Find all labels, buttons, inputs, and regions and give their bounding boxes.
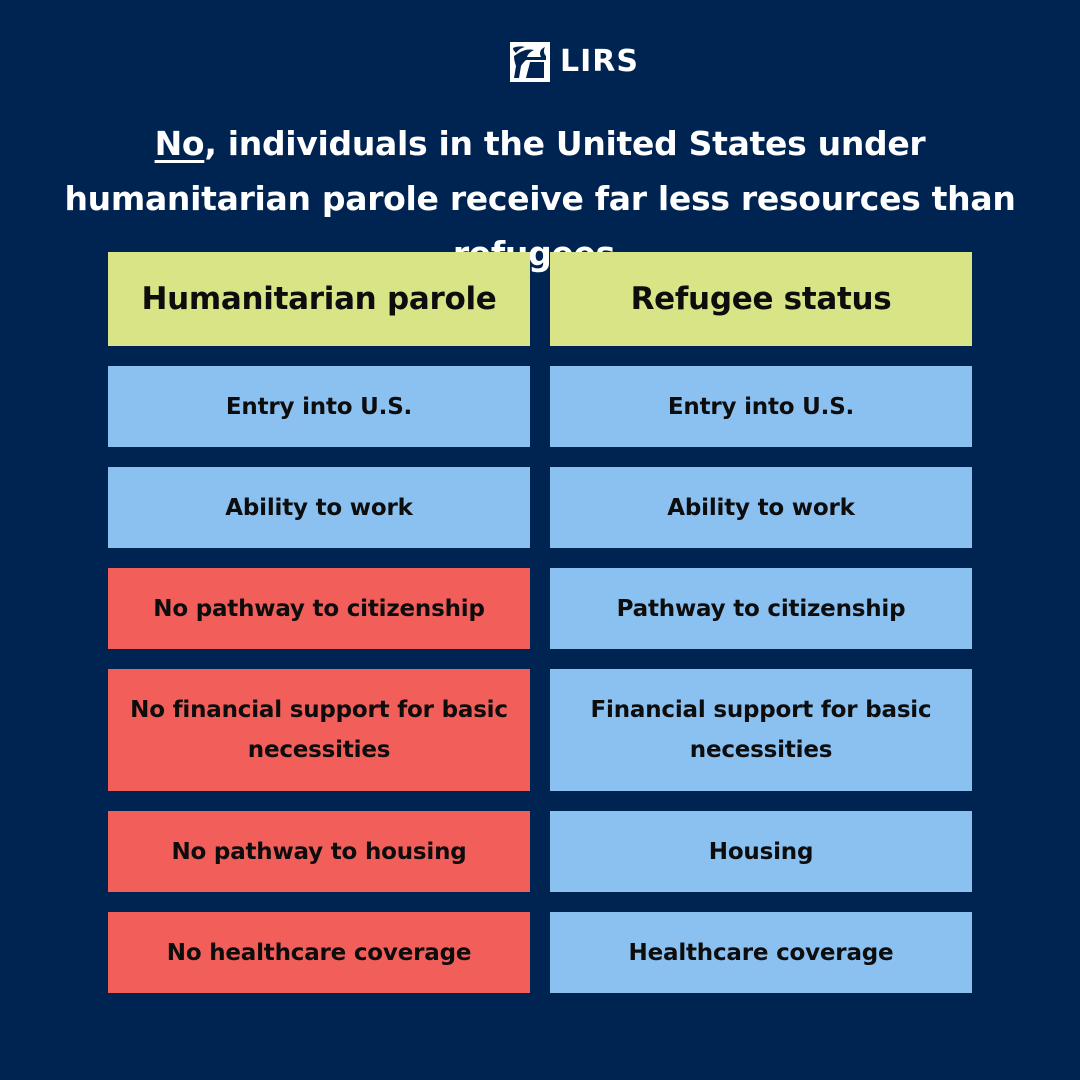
headline-emphasis: No xyxy=(154,124,205,163)
header-humanitarian-parole: Humanitarian parole xyxy=(108,252,530,346)
header-refugee-status: Refugee status xyxy=(550,252,972,346)
parole-cell-citizenship: No pathway to citizenship xyxy=(108,568,530,649)
parole-cell-healthcare: No healthcare coverage xyxy=(108,912,530,993)
refugee-cell-healthcare: Healthcare coverage xyxy=(550,912,972,993)
parole-cell-financial-support: No financial support for basic necessiti… xyxy=(108,669,530,791)
lirs-logo: LIRS xyxy=(510,42,639,82)
refugee-cell-housing: Housing xyxy=(550,811,972,892)
headline-text: , individuals in the United States under… xyxy=(64,124,1016,273)
parole-cell-work: Ability to work xyxy=(108,467,530,548)
lirs-torch-icon xyxy=(510,42,550,82)
refugee-cell-entry: Entry into U.S. xyxy=(550,366,972,447)
parole-cell-housing: No pathway to housing xyxy=(108,811,530,892)
refugee-cell-citizenship: Pathway to citizenship xyxy=(550,568,972,649)
refugee-cell-financial-support: Financial support for basic necessities xyxy=(550,669,972,791)
logo-wordmark: LIRS xyxy=(560,44,639,79)
parole-cell-entry: Entry into U.S. xyxy=(108,366,530,447)
refugee-cell-work: Ability to work xyxy=(550,467,972,548)
